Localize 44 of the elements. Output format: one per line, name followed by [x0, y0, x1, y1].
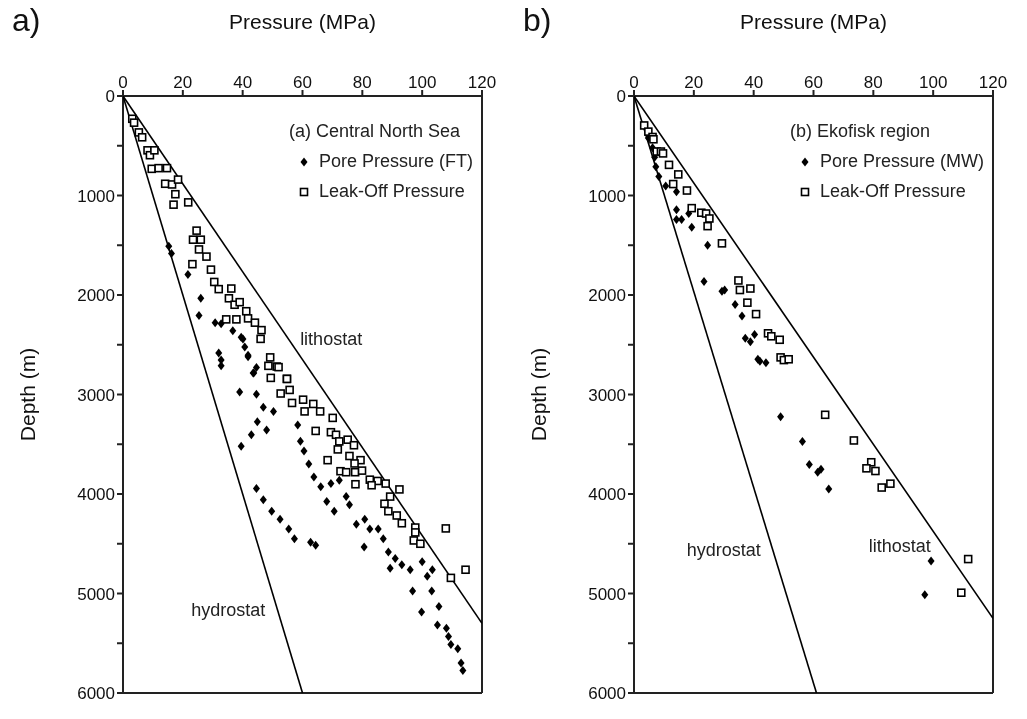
y-tick-label: 0: [616, 87, 626, 107]
y-tick-label: 5000: [77, 584, 115, 604]
series-label: hydrostat: [191, 599, 266, 620]
y-tick-label: 4000: [77, 485, 115, 505]
legend-title: (a) Central North Sea: [288, 120, 462, 143]
legend-label: Leak-Off Pressure: [317, 180, 466, 203]
y-tick-label: 3000: [77, 385, 115, 405]
y-tick-label: 3000: [588, 385, 626, 405]
x-axis-title: Pressure (MPa): [228, 9, 377, 33]
x-tick-label: 80: [863, 73, 883, 92]
x-axis-title: Pressure (MPa): [739, 9, 888, 33]
y-tick-label: 2000: [588, 286, 626, 306]
legend-label: Pore Pressure (FT): [317, 150, 473, 173]
chart-title: b): [523, 2, 552, 39]
legend-label: Pore Pressure (MW): [818, 150, 984, 173]
series-label: lithostat: [300, 328, 363, 349]
y-tick-label: 6000: [77, 684, 115, 704]
y-tick-label: 4000: [588, 485, 626, 505]
series-label: lithostat: [868, 535, 931, 556]
x-tick-label: 0: [118, 73, 128, 92]
x-tick-label: 40: [233, 73, 253, 92]
y-tick-label: 2000: [77, 286, 115, 306]
x-tick-label: 120: [467, 73, 497, 92]
x-tick-label: 120: [978, 73, 1008, 92]
chart-title: a): [12, 2, 41, 39]
x-tick-label: 20: [173, 73, 193, 92]
legend-label: Leak-Off Pressure: [818, 180, 967, 203]
y-tick-label: 6000: [588, 684, 626, 704]
legend-title: (b) Ekofisk region: [789, 120, 932, 143]
y-tick-label: 0: [105, 87, 115, 107]
y-tick-label: 1000: [588, 186, 626, 206]
y-tick-label: 1000: [77, 186, 115, 206]
x-tick-label: 100: [918, 73, 948, 92]
y-axis-title: Depth (m): [16, 347, 40, 442]
x-tick-label: 0: [629, 73, 639, 92]
y-axis-title: Depth (m): [527, 347, 551, 442]
x-tick-label: 60: [804, 73, 823, 92]
y-tick-label: 5000: [588, 584, 626, 604]
x-tick-label: 100: [407, 73, 437, 92]
x-tick-label: 40: [744, 73, 764, 92]
x-tick-label: 20: [684, 73, 704, 92]
x-tick-label: 60: [293, 73, 312, 92]
series-label: hydrostat: [686, 540, 761, 561]
x-tick-label: 80: [352, 73, 372, 92]
